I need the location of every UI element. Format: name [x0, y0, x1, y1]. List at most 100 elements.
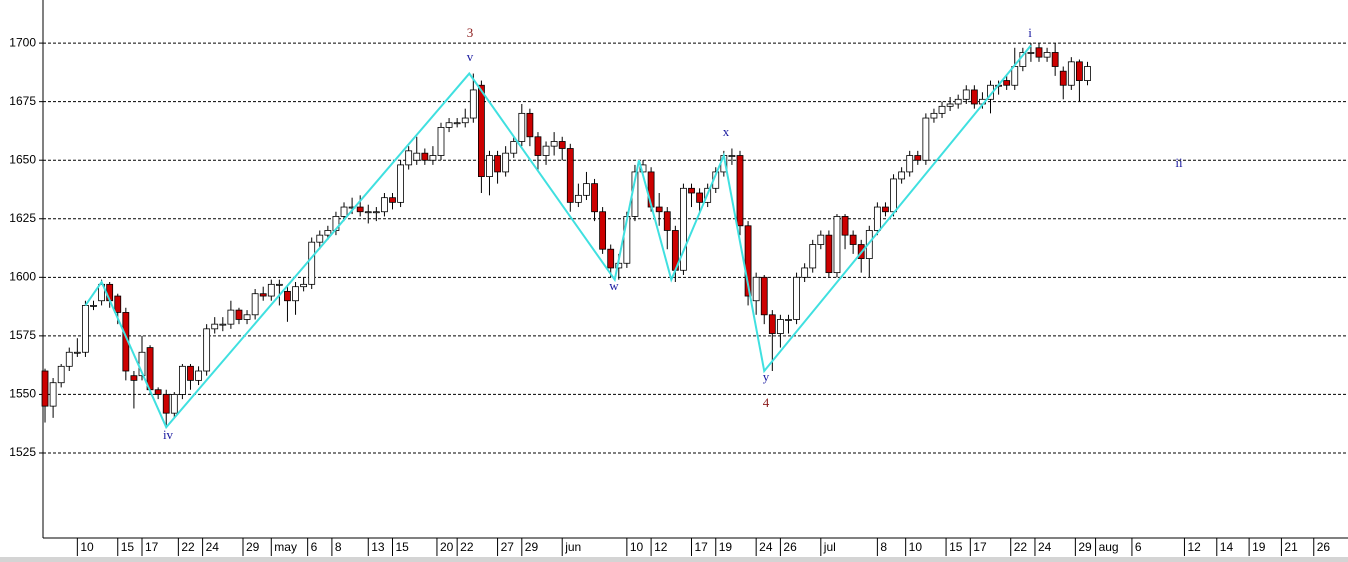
candle-body — [1076, 61, 1083, 81]
y-tick-label: 1575 — [9, 328, 36, 342]
candle-body — [873, 206, 881, 231]
candle-body — [114, 295, 122, 313]
candle-body — [696, 192, 703, 203]
x-tick-label: 21 — [1284, 540, 1298, 554]
candle-body — [162, 394, 170, 414]
candle-body — [1043, 52, 1051, 58]
candle-body — [170, 394, 178, 414]
candle-body — [728, 155, 736, 157]
candle-body — [558, 141, 566, 149]
candle-body — [73, 351, 81, 354]
x-tick-label: jul — [823, 540, 836, 554]
candle-body — [421, 152, 429, 161]
wave-label: ii — [1175, 155, 1183, 170]
candle-body — [510, 141, 518, 154]
candle-body — [284, 290, 291, 302]
candle-body — [437, 127, 445, 156]
wave-label: x — [723, 124, 730, 139]
candle-body — [833, 216, 841, 274]
candle-body — [227, 309, 235, 325]
x-tick-label: 17 — [695, 540, 709, 554]
candle-body — [203, 328, 211, 372]
y-tick-label: 1625 — [9, 211, 36, 225]
candle-body — [655, 206, 663, 213]
candle-body — [381, 197, 388, 213]
candle-body — [405, 150, 413, 166]
candle-body — [1027, 52, 1035, 54]
x-tick-label: 19 — [719, 540, 733, 554]
x-tick-label: 8 — [335, 540, 342, 554]
candle-body — [461, 117, 469, 124]
candle-body — [898, 171, 906, 180]
y-tick-label: 1600 — [9, 269, 36, 283]
candle-body — [946, 103, 954, 107]
candle-body — [680, 187, 687, 271]
candle-body — [372, 211, 380, 214]
candle-body — [583, 183, 590, 196]
x-tick-label: 6 — [311, 540, 318, 554]
candle-body — [736, 155, 744, 227]
candle-body — [389, 197, 396, 203]
candle-body — [914, 155, 922, 161]
x-tick-label: aug — [1099, 540, 1119, 554]
candle-body — [1059, 70, 1067, 86]
candle-body — [793, 276, 800, 320]
candle-body — [397, 164, 404, 203]
candle-body — [1084, 66, 1091, 81]
candle-body — [259, 293, 267, 297]
candle-body — [90, 305, 97, 307]
x-tick-label: 24 — [759, 540, 773, 554]
candle-body — [890, 178, 897, 213]
candle-body — [688, 187, 695, 194]
x-tick-label: 12 — [654, 540, 668, 554]
candle-body — [906, 155, 914, 173]
candle-body — [825, 234, 833, 274]
candle-body — [922, 117, 930, 161]
x-tick-label: 10 — [630, 540, 644, 554]
candle-body — [1011, 66, 1019, 86]
wave-label: v — [467, 49, 474, 64]
x-tick-label: 10 — [80, 540, 94, 554]
candle-body — [251, 293, 259, 316]
candle-body — [599, 211, 607, 250]
candle-body — [275, 283, 283, 286]
candle-body — [591, 183, 598, 213]
candle-body — [469, 89, 477, 119]
candle-body — [300, 283, 308, 288]
x-tick-label: 19 — [1252, 540, 1266, 554]
wave-label: i — [1028, 25, 1032, 40]
x-tick-label: 29 — [246, 540, 260, 554]
x-tick-label: 24 — [1038, 540, 1052, 554]
candle-body — [187, 365, 194, 381]
candle-body — [849, 234, 857, 245]
candle-body — [82, 305, 89, 353]
x-tick-label: 26 — [1317, 540, 1331, 554]
candle-body — [267, 283, 275, 297]
candle-body — [235, 309, 243, 320]
x-tick-label: 29 — [525, 540, 539, 554]
x-tick-label: 27 — [501, 540, 515, 554]
candle-body — [760, 276, 768, 316]
candle-body — [930, 112, 938, 119]
candle-body — [429, 155, 437, 161]
x-tick-label: may — [274, 540, 297, 554]
candle-body — [340, 206, 348, 217]
candle-body — [292, 286, 299, 302]
candle-body — [809, 244, 817, 269]
x-tick-label: 26 — [783, 540, 797, 554]
candle-body — [211, 323, 219, 330]
x-tick-label: 6 — [1135, 540, 1142, 554]
y-tick-label: 1650 — [9, 152, 36, 166]
y-tick-label: 1550 — [9, 387, 36, 401]
x-tick-label: 14 — [1220, 540, 1234, 554]
candle-body — [801, 267, 809, 278]
candle-body — [526, 112, 534, 138]
candle-body — [453, 122, 461, 125]
candle-body — [502, 152, 510, 173]
candle-body — [752, 276, 760, 302]
x-tick-label: 13 — [371, 540, 385, 554]
candle-body — [494, 155, 501, 173]
candle-body — [57, 365, 65, 384]
candle-body — [785, 319, 792, 321]
